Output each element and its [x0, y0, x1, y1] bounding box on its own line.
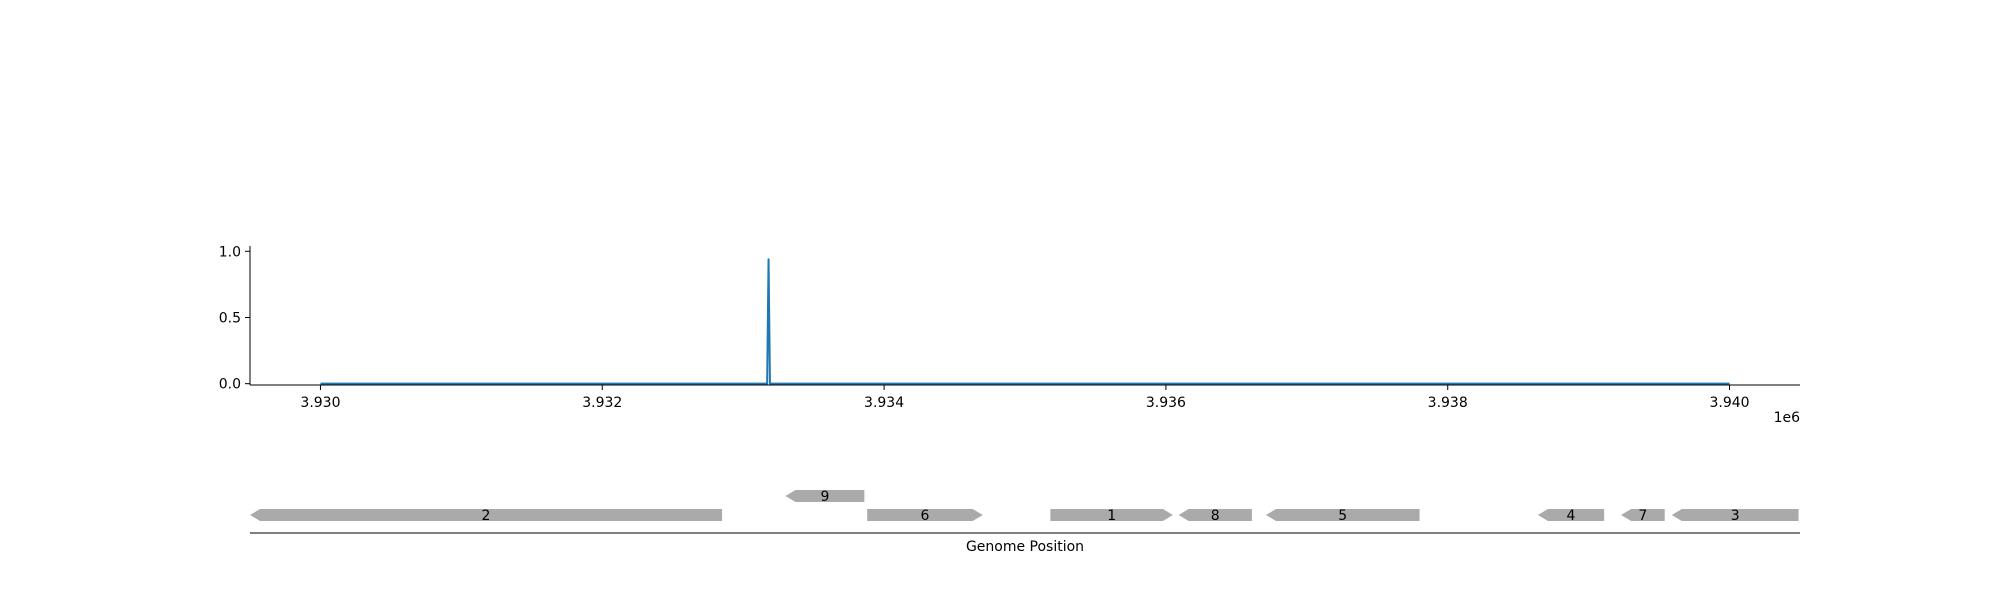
gene-label-7: 7 — [1638, 508, 1647, 524]
gene-label-5: 5 — [1338, 508, 1347, 524]
gene-label-2: 2 — [482, 508, 491, 524]
gene-label-9: 9 — [820, 489, 829, 505]
gene-label-4: 4 — [1567, 508, 1576, 524]
x-tick-label: 3.930 — [300, 395, 340, 411]
gene-arrow-8 — [1178, 509, 1252, 521]
x-tick-label: 3.932 — [582, 395, 622, 411]
gene-label-3: 3 — [1731, 508, 1740, 524]
gene-arrow-5 — [1265, 509, 1420, 521]
x-tick-label: 3.938 — [1428, 395, 1468, 411]
y-tick-label: 0.0 — [219, 377, 241, 393]
x-axis-title: Genome Position — [966, 539, 1084, 555]
gene-map: 2 9 6 1 8 5 4 7 3 Genome Position — [250, 489, 1800, 555]
x-axis-offset-label: 1e6 — [1774, 410, 1801, 426]
signal-series-line-0 — [320, 258, 1730, 385]
gene-label-1: 1 — [1107, 508, 1116, 524]
x-axis-ticks: 3.930 3.932 3.934 3.936 3.938 3.940 — [300, 385, 1750, 411]
y-axis-ticks: 0.0 0.5 1.0 — [219, 244, 250, 393]
gene-arrow-7 — [1621, 509, 1665, 521]
y-tick-label: 1.0 — [219, 244, 241, 260]
gene-arrows: 2 9 6 1 8 5 4 7 3 — [250, 489, 1799, 524]
signal-plot: 3.930 3.932 3.934 3.936 3.938 3.940 0.0 0.5 1.0… — [219, 244, 1800, 426]
gene-arrow-1 — [1050, 509, 1173, 521]
gene-arrow-9 — [785, 490, 865, 502]
gene-arrow-6 — [867, 509, 983, 521]
y-tick-label: 0.5 — [219, 310, 241, 326]
gene-arrow-2 — [250, 509, 723, 521]
gene-label-6: 6 — [920, 508, 929, 524]
x-tick-label: 3.936 — [1146, 395, 1186, 411]
x-tick-label: 3.940 — [1709, 395, 1749, 411]
gene-arrow-3 — [1671, 509, 1799, 521]
gene-label-8: 8 — [1211, 508, 1220, 524]
x-tick-label: 3.934 — [864, 395, 904, 411]
signal-series — [320, 258, 1730, 385]
gene-arrow-4 — [1537, 509, 1605, 521]
